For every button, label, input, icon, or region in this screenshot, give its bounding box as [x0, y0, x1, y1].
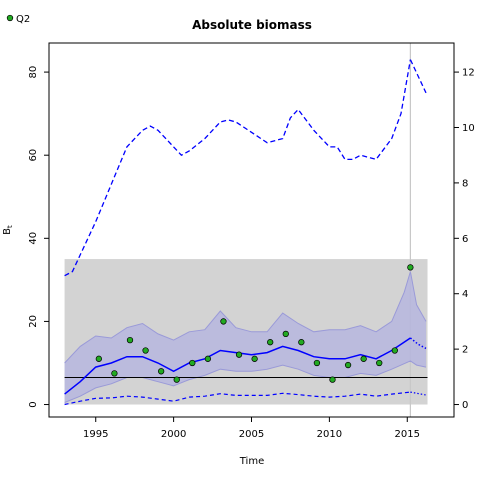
y2-tick-label: 8 [462, 178, 468, 189]
y2-tick-label: 6 [462, 234, 468, 245]
observation-point [391, 347, 398, 354]
y-tick-label: 60 [28, 149, 39, 162]
y-axis-title-subscript: t [6, 225, 14, 228]
x-axis-title: Time [239, 456, 264, 467]
observation-point [142, 347, 149, 354]
observation-point [235, 351, 243, 358]
x-tick-label: 2015 [395, 429, 420, 440]
y2-tick-label: 0 [462, 400, 468, 411]
y-tick-label: 40 [28, 232, 39, 245]
y2-tick-label: 10 [462, 123, 475, 134]
observation-point [360, 355, 367, 362]
svg-text:Bt: Bt [2, 225, 14, 235]
observation-point [407, 264, 414, 271]
legend: Q2 [6, 14, 30, 25]
x-tick-label: 2000 [161, 429, 186, 440]
observation-point [251, 355, 258, 362]
confidence-band [64, 271, 426, 403]
legend-marker-q2 [6, 14, 14, 22]
y2-tick-label: 2 [462, 345, 468, 356]
x-axis: 1995 2000 2005 2010 2015 [83, 417, 420, 440]
secondary-y-axis: 0 2 4 6 8 10 12 [454, 68, 475, 411]
observation-point [126, 336, 134, 344]
observation-point [158, 368, 165, 375]
y-axis: 0 20 40 60 80 [28, 66, 49, 408]
plot-area [64, 43, 428, 417]
fishing-mortality-forecast-line [409, 59, 427, 94]
y-tick-label: 0 [28, 401, 39, 407]
observation-point [173, 376, 180, 383]
observation-point [220, 318, 227, 325]
observation-point [313, 359, 321, 367]
y-tick-label: 80 [28, 66, 39, 79]
catch-forecast-line [410, 391, 427, 396]
observation-point [282, 330, 289, 338]
y2-tick-label: 12 [462, 68, 475, 79]
observation-point [111, 370, 118, 377]
y-axis-title: Bt [2, 225, 14, 235]
observation-point [267, 339, 274, 346]
observation-point [204, 355, 212, 362]
observation-point [329, 376, 336, 383]
y2-tick-label: 4 [462, 289, 468, 300]
chart-title: Absolute biomass [192, 18, 312, 32]
y-axis-title-main: B [2, 228, 13, 235]
confidence-band-upper [64, 271, 427, 364]
biomass-estimate-line [64, 337, 411, 395]
observation-point [298, 339, 305, 346]
fishing-mortality-series-line [64, 59, 412, 277]
x-tick-label: 2010 [317, 429, 342, 440]
legend-label-q2: Q2 [16, 14, 30, 25]
observation-point [344, 361, 352, 369]
x-tick-label: 1995 [83, 429, 108, 440]
x-tick-label: 2005 [239, 429, 264, 440]
observation-point [189, 359, 196, 367]
catch-series-line [64, 391, 411, 406]
observation-point [376, 359, 383, 367]
y-tick-label: 20 [28, 315, 39, 328]
observation-point [95, 355, 102, 362]
